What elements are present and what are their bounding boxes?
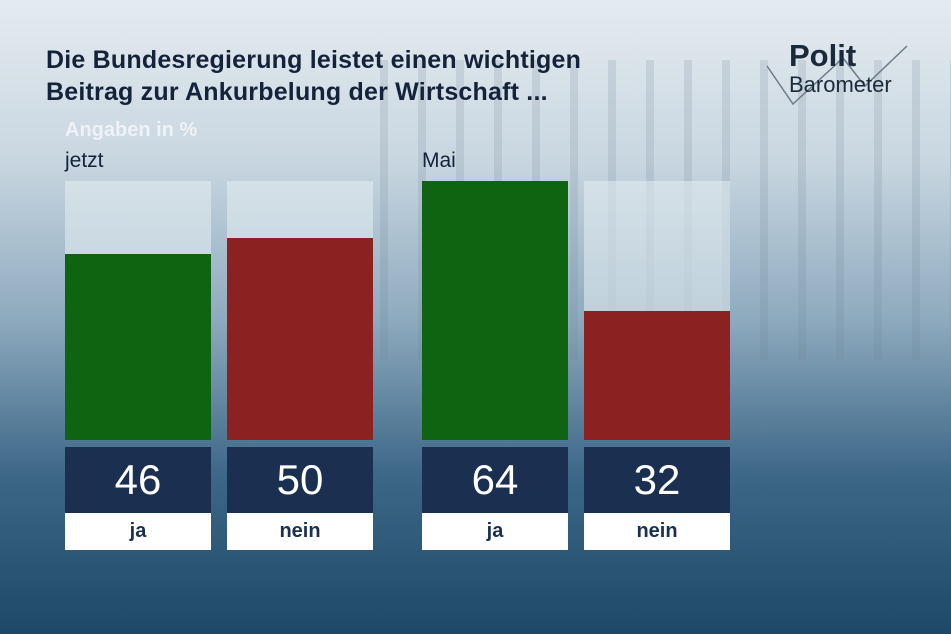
unit-label: Angaben in % [65, 119, 198, 141]
group-label-jetzt: jetzt [65, 149, 104, 172]
politbarometer-logo: Polit Barometer [765, 38, 925, 108]
value-label: 32 [584, 447, 730, 513]
title-line-1: Die Bundesregierung leistet einen wichti… [46, 46, 582, 74]
value-label: 50 [227, 447, 373, 513]
bar-jetzt-nein [227, 237, 373, 440]
value-label: 46 [65, 447, 211, 513]
value-label: 64 [422, 447, 568, 513]
category-label: ja [65, 513, 211, 550]
group-label-mai: Mai [422, 149, 456, 172]
title-line-2: Beitrag zur Ankurbelung der Wirtschaft .… [46, 78, 548, 106]
bar-Mai-ja [422, 181, 568, 440]
category-label: nein [584, 513, 730, 550]
chart-title: Die Bundesregierung leistet einen wichti… [46, 44, 581, 108]
bar-Mai-nein [584, 310, 730, 440]
checkmark-icon [766, 45, 908, 106]
bar-jetzt-ja [65, 253, 211, 440]
category-label: ja [422, 513, 568, 550]
category-label: nein [227, 513, 373, 550]
